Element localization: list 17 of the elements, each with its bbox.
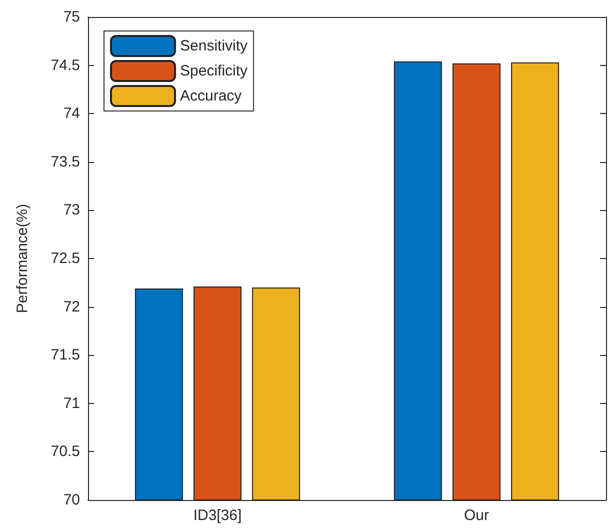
y-tick-label: 75	[63, 8, 80, 26]
y-tick-label: 70	[63, 492, 80, 508]
y-tick-label: 74.5	[50, 56, 80, 74]
y-tick-label: 70.5	[50, 443, 80, 460]
y-tick-label: 72.5	[50, 250, 80, 267]
y-tick-label: 71.5	[50, 346, 80, 364]
legend-label: Sensitivity	[180, 38, 248, 54]
x-tick-label: ID3[36]	[193, 507, 242, 524]
legend-label: Accuracy	[180, 88, 242, 104]
y-tick-label: 71	[63, 394, 80, 412]
y-tick-label: 74	[63, 105, 80, 122]
y-axis-title: Performance(%)	[14, 204, 31, 314]
y-tick-label: 73.5	[50, 153, 80, 170]
legend-label: Specificity	[180, 62, 248, 80]
y-tick-label: 73	[63, 202, 80, 219]
x-tick-label: Our	[464, 507, 490, 524]
y-tick-label: 72	[63, 298, 80, 316]
